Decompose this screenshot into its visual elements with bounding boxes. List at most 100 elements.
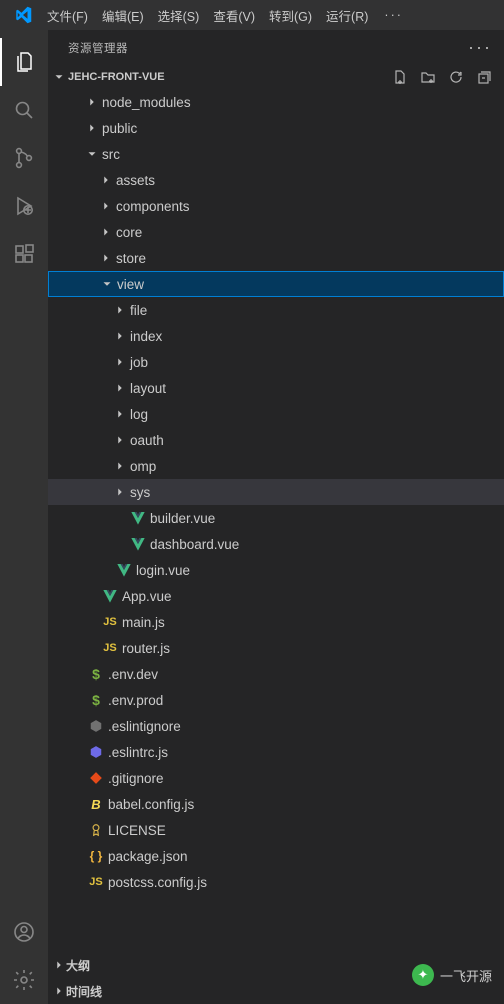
folder-row[interactable]: public (48, 115, 504, 141)
folder-row[interactable]: view (48, 271, 504, 297)
watermark: ✦ 一飞开源 (412, 964, 492, 986)
activity-account-icon[interactable] (0, 908, 48, 956)
tree-item-label: .eslintrc.js (106, 745, 168, 760)
dollar-file-icon: $ (86, 692, 106, 708)
chevron-down-icon (84, 147, 100, 161)
watermark-text: 一飞开源 (440, 966, 492, 985)
wechat-icon: ✦ (412, 964, 434, 986)
tree-item-label: .eslintignore (106, 719, 181, 734)
file-row[interactable]: builder.vue (48, 505, 504, 531)
explorer-sidebar: 资源管理器 ··· JEHC-FRONT-VUE node_modulespub… (48, 30, 504, 1004)
folder-row[interactable]: omp (48, 453, 504, 479)
project-section-header[interactable]: JEHC-FRONT-VUE (48, 65, 504, 89)
folder-row[interactable]: components (48, 193, 504, 219)
chevron-right-icon (98, 225, 114, 239)
menu-selection[interactable]: 选择(S) (151, 2, 207, 29)
chevron-right-icon (84, 121, 100, 135)
collapse-all-icon[interactable] (476, 69, 492, 85)
file-row[interactable]: { }package.json (48, 843, 504, 869)
file-row[interactable]: dashboard.vue (48, 531, 504, 557)
tree-item-label: router.js (120, 641, 170, 656)
chevron-down-icon (99, 277, 115, 291)
chevron-right-icon (112, 485, 128, 499)
activity-bar (0, 30, 48, 1004)
folder-row[interactable]: log (48, 401, 504, 427)
license-file-icon (86, 823, 106, 837)
tree-item-label: omp (128, 459, 156, 474)
new-file-icon[interactable] (392, 69, 408, 85)
menu-edit[interactable]: 编辑(E) (95, 2, 151, 29)
file-row[interactable]: $.env.prod (48, 687, 504, 713)
file-row[interactable]: .gitignore (48, 765, 504, 791)
tree-item-label: layout (128, 381, 166, 396)
folder-row[interactable]: core (48, 219, 504, 245)
chevron-right-icon (52, 984, 66, 998)
new-folder-icon[interactable] (420, 69, 436, 85)
folder-row[interactable]: sys (48, 479, 504, 505)
chevron-right-icon (84, 95, 100, 109)
folder-row[interactable]: file (48, 297, 504, 323)
chevron-right-icon (98, 173, 114, 187)
sidebar-title: 资源管理器 (68, 40, 128, 56)
menu-more[interactable]: ··· (377, 4, 410, 26)
tree-item-label: package.json (106, 849, 188, 864)
file-row[interactable]: JSpostcss.config.js (48, 869, 504, 895)
file-row[interactable]: JSmain.js (48, 609, 504, 635)
vue-file-icon (114, 562, 134, 578)
timeline-label: 时间线 (66, 983, 102, 1000)
folder-row[interactable]: layout (48, 375, 504, 401)
file-row[interactable]: LICENSE (48, 817, 504, 843)
refresh-icon[interactable] (448, 69, 464, 85)
activity-settings-icon[interactable] (0, 956, 48, 1004)
chevron-right-icon (98, 251, 114, 265)
js-file-icon: JS (100, 616, 120, 628)
dollar-file-icon: $ (86, 666, 106, 682)
chevron-right-icon (112, 355, 128, 369)
file-row[interactable]: login.vue (48, 557, 504, 583)
file-row[interactable]: App.vue (48, 583, 504, 609)
js-file-icon: JS (86, 876, 106, 888)
activity-debug-icon[interactable] (0, 182, 48, 230)
folder-row[interactable]: store (48, 245, 504, 271)
tree-item-label: view (115, 277, 144, 292)
activity-search-icon[interactable] (0, 86, 48, 134)
folder-row[interactable]: job (48, 349, 504, 375)
chevron-right-icon (112, 459, 128, 473)
file-row[interactable]: Bbabel.config.js (48, 791, 504, 817)
file-row[interactable]: .eslintrc.js (48, 739, 504, 765)
project-name: JEHC-FRONT-VUE (68, 71, 392, 83)
folder-row[interactable]: node_modules (48, 89, 504, 115)
babel-file-icon: B (86, 797, 106, 812)
tree-item-label: sys (128, 485, 150, 500)
menu-run[interactable]: 运行(R) (319, 2, 375, 29)
tree-item-label: dashboard.vue (148, 537, 239, 552)
tree-item-label: store (114, 251, 146, 266)
menu-file[interactable]: 文件(F) (40, 2, 95, 29)
chevron-down-icon (52, 70, 68, 84)
folder-row[interactable]: src (48, 141, 504, 167)
folder-row[interactable]: index (48, 323, 504, 349)
chevron-right-icon (112, 433, 128, 447)
folder-row[interactable]: oauth (48, 427, 504, 453)
activity-scm-icon[interactable] (0, 134, 48, 182)
tree-item-label: assets (114, 173, 155, 188)
activity-explorer-icon[interactable] (0, 38, 48, 86)
activity-extensions-icon[interactable] (0, 230, 48, 278)
folder-row[interactable]: assets (48, 167, 504, 193)
file-row[interactable]: $.env.dev (48, 661, 504, 687)
file-row[interactable]: JSrouter.js (48, 635, 504, 661)
file-tree[interactable]: node_modulespublicsrc assets componentscor… (48, 89, 504, 952)
sidebar-title-row: 资源管理器 ··· (48, 30, 504, 65)
sidebar-more-icon[interactable]: ··· (468, 37, 492, 58)
menu-view[interactable]: 查看(V) (206, 2, 262, 29)
tree-item-label: builder.vue (148, 511, 215, 526)
tree-item-label: .gitignore (106, 771, 164, 786)
file-row[interactable]: .eslintignore (48, 713, 504, 739)
chevron-right-icon (52, 958, 66, 972)
menu-go[interactable]: 转到(G) (262, 2, 319, 29)
tree-item-label: .env.prod (106, 693, 163, 708)
eslint-ignore-file-icon (86, 719, 106, 733)
tree-item-label: login.vue (134, 563, 190, 578)
chevron-right-icon (112, 329, 128, 343)
js-file-icon: JS (100, 642, 120, 654)
